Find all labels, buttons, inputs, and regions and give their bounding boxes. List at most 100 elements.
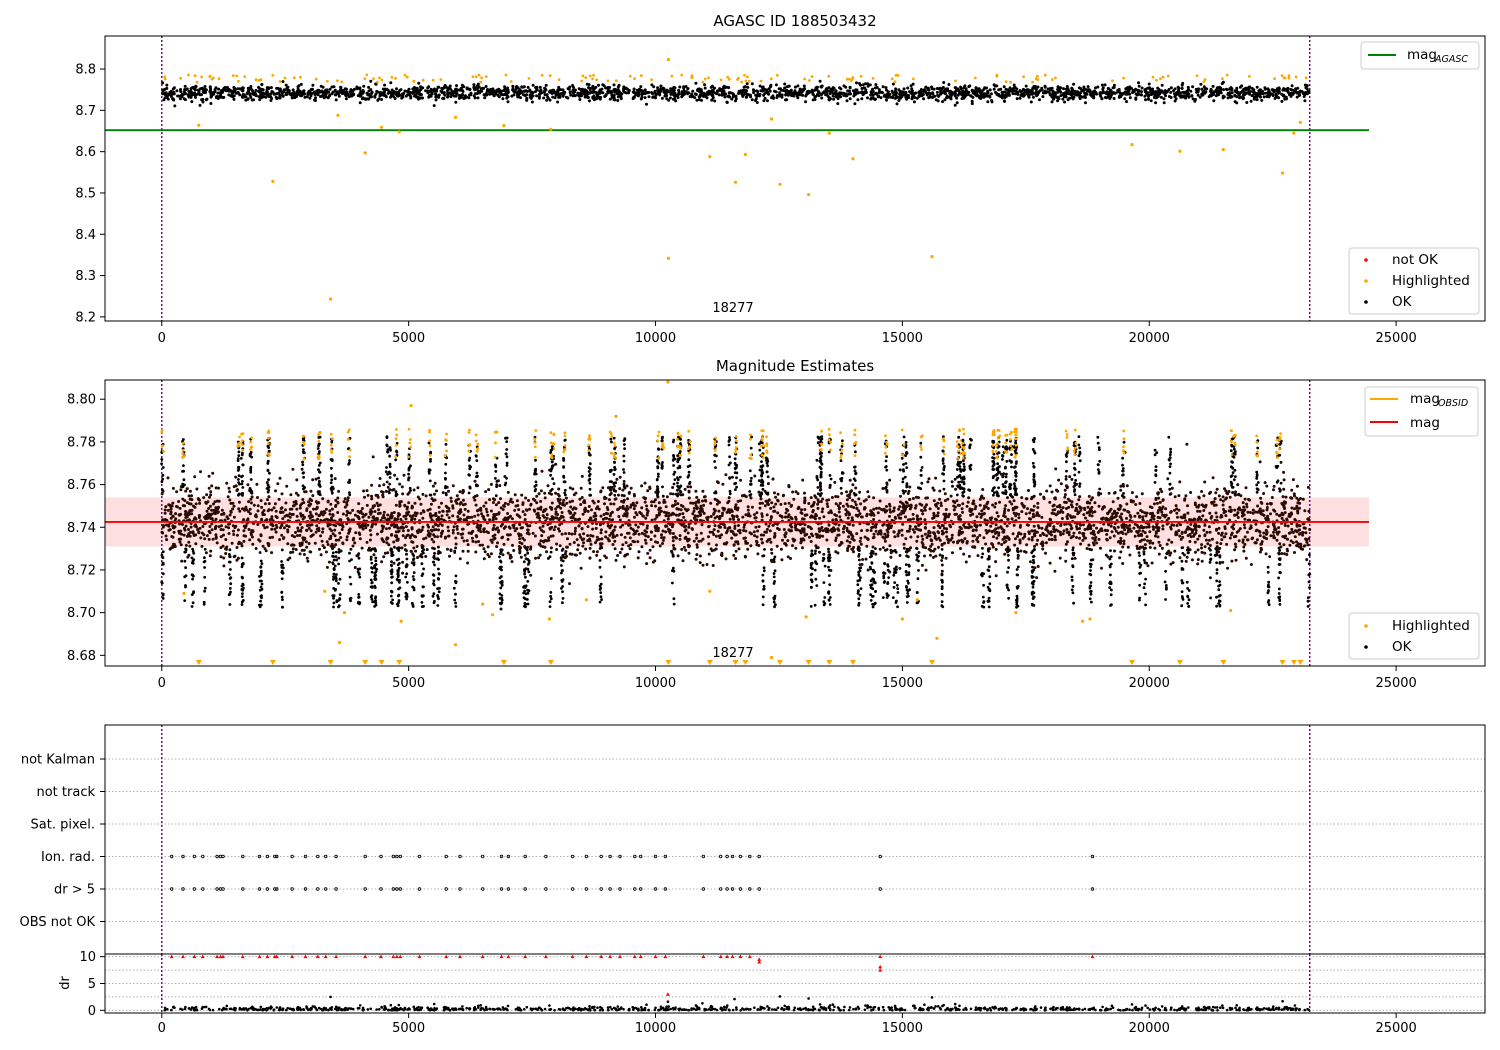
ok-point xyxy=(165,86,169,90)
ok-point xyxy=(266,498,269,502)
ok-point xyxy=(510,517,514,521)
highlighted-point xyxy=(477,73,481,77)
ok-point xyxy=(1086,85,1090,89)
ok-point xyxy=(546,95,550,99)
ok-point xyxy=(736,499,740,503)
ok-point xyxy=(1147,82,1151,86)
ok-point xyxy=(969,94,973,98)
ok-point xyxy=(860,529,863,533)
highlighted-point xyxy=(471,75,475,79)
ok-point xyxy=(448,91,452,95)
ok-point xyxy=(848,89,851,93)
highlighted-point xyxy=(231,74,235,78)
ok-point xyxy=(180,92,184,96)
ok-point xyxy=(932,531,935,535)
ok-point xyxy=(848,85,852,89)
ok-point xyxy=(319,553,323,557)
ok-point xyxy=(1002,85,1006,89)
highlighted-point xyxy=(588,74,592,78)
panel-1-x-axis: 0 5000 10000 15000 20000 25000 xyxy=(158,321,1417,346)
ok-point xyxy=(643,529,647,533)
highlighted-point xyxy=(292,76,296,80)
ok-point xyxy=(476,513,480,517)
ok-point xyxy=(209,87,213,91)
ok-point xyxy=(671,90,675,94)
ok-point xyxy=(730,91,734,95)
ok-point xyxy=(725,101,729,104)
ok-point xyxy=(362,489,366,493)
ok-point xyxy=(484,85,488,88)
ok-point xyxy=(392,540,396,544)
ok-point xyxy=(260,87,264,91)
highlighted-point xyxy=(666,256,671,260)
ok-point xyxy=(488,88,492,92)
ok-point xyxy=(189,87,193,91)
ok-point xyxy=(848,540,852,544)
ok-point xyxy=(945,94,949,98)
ok-point xyxy=(347,95,351,99)
ok-point xyxy=(1052,97,1055,101)
ok-point xyxy=(1295,540,1298,544)
ok-point xyxy=(524,508,528,512)
highlighted-point xyxy=(193,74,197,77)
ok-point xyxy=(1290,84,1294,88)
ok-point xyxy=(228,498,232,502)
ok-point xyxy=(1129,515,1133,519)
ok-point xyxy=(313,98,317,102)
ok-point xyxy=(304,540,308,544)
highlighted-point xyxy=(1130,143,1134,147)
ok-point xyxy=(574,526,577,530)
ok-point xyxy=(367,85,371,89)
ok-point xyxy=(1272,530,1275,534)
ok-point xyxy=(1092,96,1096,100)
highlighted-point xyxy=(380,78,384,82)
ok-point xyxy=(923,508,927,512)
highlighted-point xyxy=(363,77,367,81)
ok-point xyxy=(686,87,690,91)
ok-point xyxy=(1038,98,1041,102)
ok-point xyxy=(343,92,347,96)
ok-point xyxy=(1242,545,1246,549)
ok-point xyxy=(837,510,841,514)
ok-point xyxy=(310,91,314,95)
ok-point xyxy=(1207,95,1211,99)
ok-point xyxy=(644,541,648,545)
ok-point xyxy=(874,92,878,96)
ok-point xyxy=(283,88,287,92)
highlighted-point xyxy=(1034,77,1038,80)
ok-point xyxy=(1215,487,1219,491)
ok-point xyxy=(938,526,942,530)
ok-point xyxy=(486,513,490,517)
ok-point xyxy=(394,503,398,507)
ok-point xyxy=(529,502,533,506)
ok-point xyxy=(465,95,469,99)
ok-point xyxy=(228,522,232,526)
ok-point xyxy=(613,535,617,539)
ok-point xyxy=(292,90,296,94)
ok-point xyxy=(827,86,831,90)
ok-point xyxy=(1286,89,1290,93)
ok-point xyxy=(437,528,440,532)
ok-point xyxy=(232,97,236,101)
ok-point xyxy=(1275,512,1279,516)
ok-point xyxy=(289,493,293,497)
ok-point xyxy=(951,484,954,488)
ok-point xyxy=(875,506,878,510)
ok-point xyxy=(756,90,760,94)
ok-point xyxy=(600,87,604,91)
ok-point xyxy=(903,90,907,94)
ok-point xyxy=(742,85,746,89)
highlighted-point xyxy=(726,75,729,79)
ok-point xyxy=(737,518,740,522)
ok-point xyxy=(537,542,541,546)
ok-point xyxy=(172,86,176,90)
ok-point xyxy=(436,85,440,89)
ok-point xyxy=(1195,90,1199,94)
ok-point xyxy=(831,88,835,92)
ok-point xyxy=(1107,491,1111,495)
ok-point xyxy=(575,538,579,542)
ok-point xyxy=(309,489,313,493)
ok-point xyxy=(652,85,656,89)
ok-point xyxy=(872,518,876,521)
ok-point xyxy=(286,542,290,546)
